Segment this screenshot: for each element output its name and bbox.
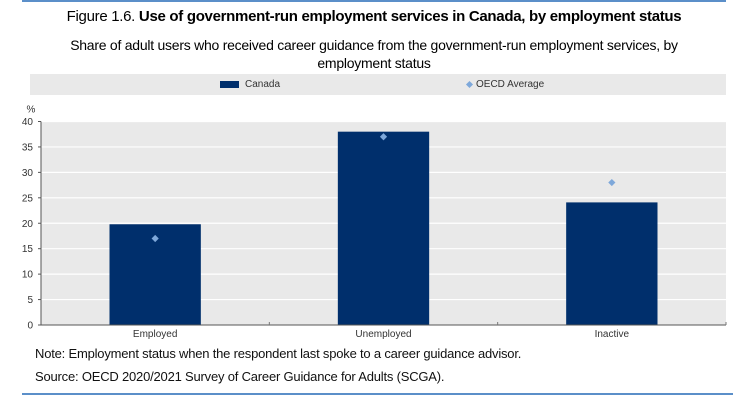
chart-legend: Canada OECD Average xyxy=(30,74,726,95)
y-tick-label: 0 xyxy=(27,321,33,332)
legend-label-oecd-average: OECD Average xyxy=(476,79,545,90)
marker-oecd-inactive xyxy=(608,178,616,187)
x-category-label: Employed xyxy=(133,329,177,340)
bar-canada-unemployed xyxy=(337,131,430,325)
x-category-label: Unemployed xyxy=(355,329,411,340)
marker-oecd-unemployed xyxy=(379,133,388,141)
axes: 0 5 10 15 20 25 30 35 40 Employed Unemployed Inacti… xyxy=(22,117,727,340)
bar-canada-inactive xyxy=(566,202,658,325)
chart-source: Source: OECD 2020/2021 Survey of Career … xyxy=(35,369,445,384)
y-tick-label: 35 xyxy=(22,142,34,153)
marker-oecd-employed xyxy=(151,234,159,243)
chart-note: Note: Employment status when the respond… xyxy=(35,346,522,361)
y-tick-label: 10 xyxy=(22,270,34,281)
legend-item-canada: Canada xyxy=(220,74,280,95)
y-tick-label: 20 xyxy=(22,219,34,230)
y-tick-label: 15 xyxy=(22,244,34,255)
y-axis-unit-label: % xyxy=(27,105,36,116)
legend-item-oecd-average: OECD Average xyxy=(465,74,545,95)
x-category-label: Inactive xyxy=(595,329,630,340)
bottom-rule xyxy=(22,393,733,395)
figure-subtitle: Share of adult users who received career… xyxy=(70,37,678,71)
top-rule xyxy=(22,0,726,2)
y-tick-label: 40 xyxy=(22,117,34,128)
figure-title: Figure 1.6. Use of government-run employ… xyxy=(0,8,748,25)
figure-title-text: Use of government-run employment service… xyxy=(138,8,682,25)
bar-swatch-icon xyxy=(220,81,239,88)
y-tick-label: 30 xyxy=(22,168,34,179)
figure-number: Figure 1.6. xyxy=(66,8,136,25)
y-tick-label: 25 xyxy=(22,193,34,204)
legend-label-canada: Canada xyxy=(245,79,281,90)
y-tick-label: 5 xyxy=(27,295,33,306)
oecd-markers xyxy=(151,133,616,243)
